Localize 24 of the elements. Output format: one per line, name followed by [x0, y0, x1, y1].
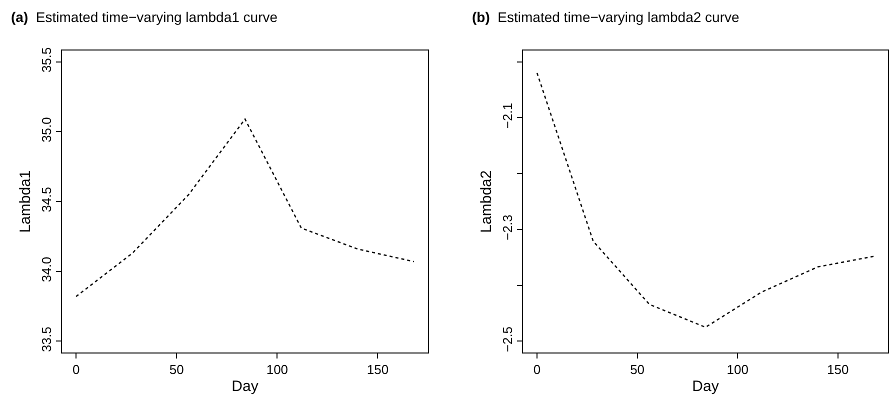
y-axis-title: Lambda2 [478, 170, 496, 233]
line-series [75, 118, 415, 298]
x-tick-label: 100 [266, 362, 288, 378]
y-tick-label: −2.1 [500, 102, 515, 129]
y-tick-label: 35.5 [38, 47, 54, 73]
line-series [536, 72, 875, 328]
x-tick-label: 50 [630, 362, 645, 378]
chart-title: (a) Estimated time−varying lambda1 curve [11, 9, 278, 25]
y-tick-label: 35.0 [38, 117, 54, 142]
y-tick-label: 34.0 [38, 256, 54, 282]
y-tick-label: −2.5 [500, 326, 515, 352]
chart-title: (b) Estimated time−varying lambda2 curve [472, 9, 740, 25]
y-axis-title: Lambda1 [17, 170, 34, 233]
y-tick-label: 34.5 [38, 186, 54, 212]
x-tick-label: 100 [726, 362, 748, 378]
y-tick-label: −2.3 [500, 214, 515, 240]
x-axis-title: Day [232, 378, 259, 396]
x-tick-label: 0 [533, 362, 541, 378]
x-tick-label: 50 [169, 362, 184, 378]
x-tick-label: 150 [827, 362, 849, 378]
x-tick-label: 150 [366, 362, 389, 378]
y-tick-label: 33.5 [38, 326, 54, 352]
x-tick-label: 0 [72, 362, 80, 378]
x-axis-title: Day [692, 378, 720, 396]
